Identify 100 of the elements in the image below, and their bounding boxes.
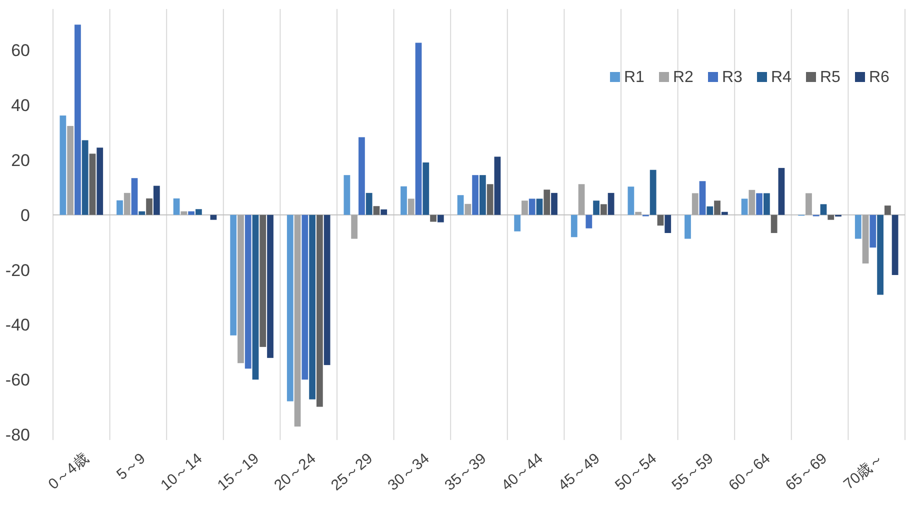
x-tick-label: 35～39 <box>442 450 490 494</box>
bar <box>252 214 259 380</box>
bar <box>699 181 706 215</box>
bar <box>188 211 194 215</box>
bar <box>96 148 104 215</box>
bar <box>877 214 884 295</box>
bar <box>770 214 778 234</box>
bar <box>316 214 323 407</box>
bar <box>116 200 123 215</box>
bar <box>309 214 316 400</box>
y-tick-label: -60 <box>5 370 30 390</box>
bar <box>472 175 478 215</box>
bar <box>522 200 528 215</box>
bar <box>146 198 152 215</box>
legend-label: R2 <box>673 69 694 86</box>
bar <box>457 195 464 215</box>
bar <box>650 170 656 215</box>
legend-label: R4 <box>771 69 792 86</box>
x-tick-label: 70歳～ <box>840 450 888 494</box>
bar <box>528 198 536 215</box>
x-tick-label: 30～34 <box>384 450 433 494</box>
bar <box>153 186 160 215</box>
bar <box>480 175 486 215</box>
bar <box>536 198 543 215</box>
bar <box>684 214 691 239</box>
bar <box>373 206 380 215</box>
bar <box>884 206 891 215</box>
x-tick-label: 25～29 <box>328 450 376 494</box>
bar <box>294 214 301 427</box>
x-tick-label: 15～19 <box>214 450 262 494</box>
bar <box>764 193 770 215</box>
bar <box>173 198 180 215</box>
bar <box>486 184 494 215</box>
bar <box>324 214 330 366</box>
bar <box>748 190 756 215</box>
bar <box>870 214 876 248</box>
bar <box>138 211 146 215</box>
y-tick-label: 40 <box>11 96 30 116</box>
x-tick-label: 40～44 <box>498 450 546 494</box>
bar <box>437 214 444 222</box>
bar <box>600 204 607 215</box>
bar <box>67 126 74 215</box>
x-tick-label: 65～69 <box>782 450 830 494</box>
bar <box>344 175 350 215</box>
bar <box>551 192 558 215</box>
bar <box>578 184 585 215</box>
bar <box>714 200 720 215</box>
bar <box>664 214 672 234</box>
bar <box>380 209 388 215</box>
bar <box>89 154 96 215</box>
bar <box>180 211 188 215</box>
bar <box>74 24 81 215</box>
bar <box>494 156 501 215</box>
bar <box>302 214 308 380</box>
bar <box>741 198 748 215</box>
bar <box>131 178 138 215</box>
legend-label: R1 <box>624 69 645 86</box>
y-tick-label: 60 <box>11 41 30 60</box>
y-tick-label: -80 <box>5 426 30 445</box>
x-tick-label: 45～49 <box>555 450 604 494</box>
bar <box>862 214 869 264</box>
bar <box>60 116 66 215</box>
bar <box>657 214 664 226</box>
y-tick-label: 20 <box>11 150 30 170</box>
x-tick-label: 60～64 <box>726 450 774 494</box>
x-tick-label: 20～24 <box>271 450 320 494</box>
bar <box>756 193 762 215</box>
bar <box>286 214 294 402</box>
bar <box>892 214 898 276</box>
bar <box>430 214 436 222</box>
x-tick-label: 5～9 <box>114 450 149 484</box>
bar <box>464 204 472 215</box>
bar <box>514 214 521 232</box>
bar <box>124 192 130 215</box>
legend-label: R3 <box>722 69 743 86</box>
bar <box>230 214 237 336</box>
bar <box>422 162 430 215</box>
bar <box>366 192 372 215</box>
bar <box>586 214 592 228</box>
y-tick-label: 0 <box>20 206 30 225</box>
bar <box>400 186 407 215</box>
bar <box>608 192 614 215</box>
bar <box>408 198 414 215</box>
legend-label: R5 <box>820 69 841 86</box>
bar <box>244 214 252 369</box>
y-tick-label: -20 <box>5 260 30 280</box>
bar <box>210 214 217 220</box>
bar <box>692 193 698 215</box>
bar <box>267 214 274 358</box>
bar <box>260 214 266 347</box>
bar <box>820 204 827 215</box>
bar <box>82 140 88 215</box>
bar <box>593 200 600 215</box>
legend-label: R6 <box>869 69 890 86</box>
bar <box>570 214 578 238</box>
bar <box>635 212 642 215</box>
y-tick-label: -40 <box>5 316 30 335</box>
x-tick-label: 10～14 <box>158 450 206 494</box>
bar <box>415 42 422 215</box>
bar <box>628 186 634 215</box>
